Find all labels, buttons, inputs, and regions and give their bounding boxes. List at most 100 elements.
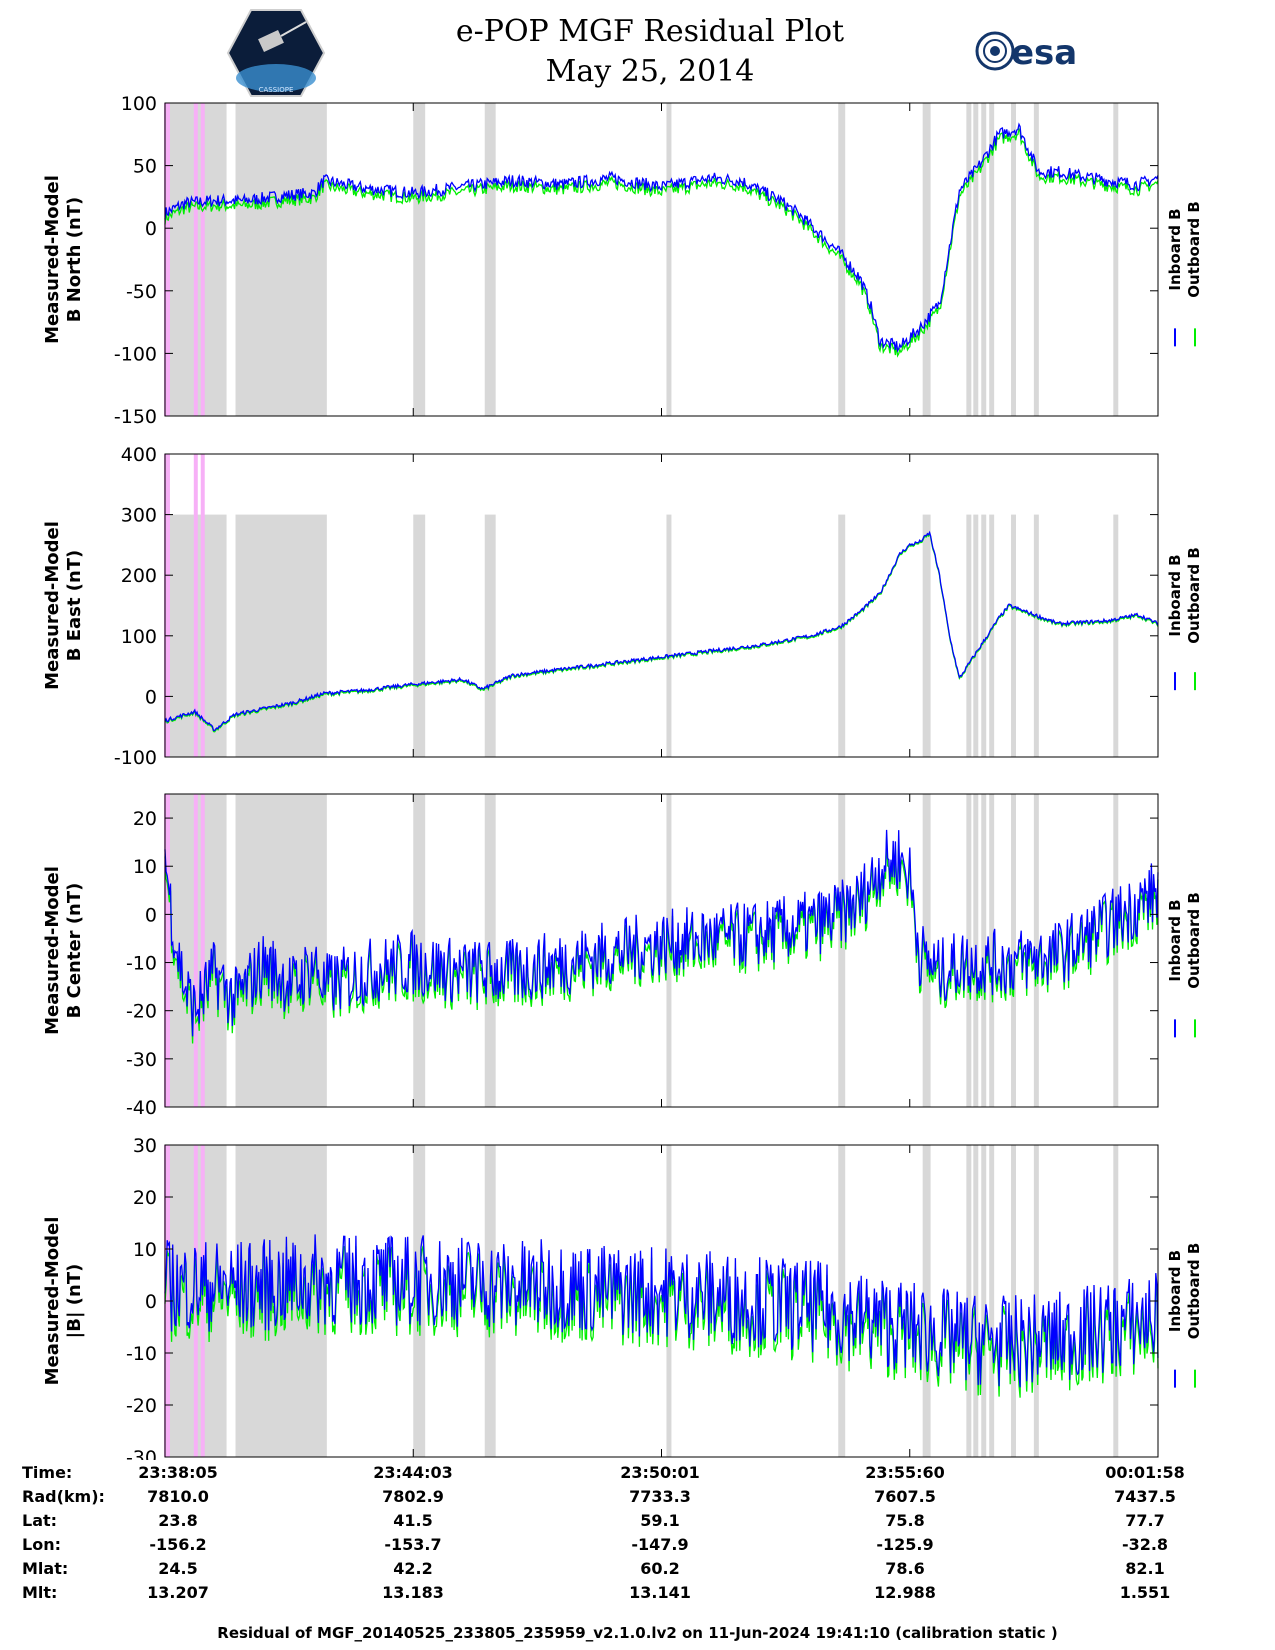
- y-axis-label-line: B Center (nT): [64, 883, 85, 1019]
- y-tick-label: 10: [133, 856, 157, 878]
- time-tick: 23:50:01: [620, 1463, 700, 1482]
- y-axis-label: Measured-ModelB Center (nT): [42, 866, 85, 1035]
- time-label: Time:: [22, 1463, 73, 1482]
- chart-panel-magnitude: 30 20 10 0 -10 -20 -30 Measured-Model|B| (nT) In…: [42, 1135, 1203, 1460]
- legend-outboard-label: Outboard B: [1185, 892, 1203, 989]
- y-axis-label-line: Measured-Model: [42, 866, 63, 1035]
- gap-shading-band: [989, 794, 995, 1107]
- gap-shading-band: [981, 1145, 987, 1457]
- legend-outboard-label: Outboard B: [1185, 547, 1203, 644]
- y-tick-label: 0: [145, 686, 157, 708]
- gap-shading-band: [1113, 794, 1119, 1107]
- flag-marker: [165, 103, 170, 416]
- lon-value: -125.9: [876, 1535, 934, 1554]
- lon-label: Lon:: [22, 1535, 61, 1554]
- y-tick-label: -100: [114, 747, 157, 769]
- gap-shading-band: [1113, 514, 1119, 757]
- flag-marker: [165, 794, 170, 1107]
- y-tick-label: -20: [126, 1395, 157, 1417]
- y-tick-label: -40: [126, 1097, 157, 1119]
- mlt-value: 13.141: [629, 1583, 691, 1602]
- y-tick-label: -50: [126, 281, 157, 303]
- cassiope-logo-text: CASSIOPE: [259, 86, 294, 94]
- chart-panel-east: 400 300 200 100 0 -100 Measured-ModelB East (n…: [42, 444, 1203, 769]
- gap-shading-band: [1011, 103, 1017, 416]
- outboard-b-line: [164, 127, 1159, 358]
- y-tick-label: 200: [121, 565, 157, 587]
- legend: Inboard BOutboard B: [1166, 201, 1203, 298]
- inboard-b-line: [164, 829, 1159, 1037]
- y-tick-label: 0: [145, 904, 157, 926]
- gap-shading-band: [989, 514, 995, 757]
- inboard-b-line: [164, 122, 1159, 353]
- gap-shading-band: [1011, 794, 1017, 1107]
- gap-shading-band: [989, 103, 995, 416]
- time-tick: 00:01:58: [1105, 1463, 1185, 1482]
- gap-shading-band: [484, 103, 496, 416]
- lat-value: 41.5: [393, 1511, 433, 1530]
- lat-value: 77.7: [1125, 1511, 1165, 1530]
- lat-value: 75.8: [885, 1511, 925, 1530]
- gap-shading-band: [973, 514, 979, 757]
- y-tick-label: 10: [133, 1239, 157, 1261]
- y-axis-label-line: B North (nT): [64, 197, 85, 323]
- legend-inboard-label: Inboard B: [1166, 899, 1184, 981]
- outboard-b-line: [164, 837, 1159, 1044]
- gap-shading-band: [966, 1145, 972, 1457]
- y-axis-label: Measured-ModelB East (nT): [42, 521, 85, 690]
- y-tick-label: -10: [126, 953, 157, 975]
- legend-inboard-label: Inboard B: [1166, 554, 1184, 636]
- y-axis-label-line: Measured-Model: [42, 521, 63, 690]
- flag-marker: [200, 454, 205, 757]
- gap-shading-band: [838, 103, 846, 416]
- legend: Inboard BOutboard B: [1166, 547, 1203, 644]
- flag-marker: [165, 454, 170, 757]
- y-tick-label: 0: [145, 1291, 157, 1313]
- legend: Inboard BOutboard B: [1166, 1243, 1203, 1340]
- gap-shading-band: [838, 1145, 846, 1457]
- gap-shading-band: [966, 103, 972, 416]
- gap-shading-band: [1033, 514, 1039, 757]
- mlat-value: 60.2: [640, 1559, 680, 1578]
- inboard-b-line: [164, 1234, 1159, 1388]
- esa-logo-text: esa: [1011, 33, 1077, 73]
- y-axis-label: Measured-Model|B| (nT): [42, 1217, 85, 1386]
- lat-label: Lat:: [22, 1511, 58, 1530]
- flag-marker: [200, 103, 205, 416]
- gap-shading-band: [966, 794, 972, 1107]
- rad-value: 7733.3: [629, 1487, 691, 1506]
- rad-value: 7802.9: [382, 1487, 444, 1506]
- mlat-label: Mlat:: [22, 1559, 69, 1578]
- flag-marker: [200, 794, 205, 1107]
- y-tick-label: -30: [126, 1049, 157, 1071]
- gap-shading-band: [989, 1145, 995, 1457]
- gap-shading-band: [838, 794, 846, 1107]
- mlt-value: 13.207: [147, 1583, 209, 1602]
- flag-marker: [193, 454, 198, 757]
- legend-inboard-label: Inboard B: [1166, 208, 1184, 290]
- gap-shading-band: [922, 1145, 931, 1457]
- gap-shading-band: [1033, 103, 1039, 416]
- mlat-value: 24.5: [158, 1559, 198, 1578]
- mlat-value: 42.2: [393, 1559, 433, 1578]
- y-tick-label: 300: [121, 505, 157, 527]
- mlt-value: 1.551: [1119, 1583, 1171, 1602]
- y-tick-label: -10: [126, 1343, 157, 1365]
- mlt-label: Mlt:: [22, 1583, 58, 1602]
- gap-shading-band: [973, 103, 979, 416]
- y-tick-label: 30: [133, 1135, 157, 1157]
- gap-shading-band: [413, 103, 426, 416]
- ephemeris-table: Time: 23:38:05 23:44:03 23:50:01 23:55:6…: [0, 1463, 1275, 1613]
- mlat-value: 82.1: [1125, 1559, 1165, 1578]
- y-tick-label: 100: [121, 93, 157, 115]
- plot-date: May 25, 2014: [545, 54, 755, 89]
- y-axis-label-line: |B| (nT): [64, 1264, 85, 1339]
- gap-shading-band: [966, 514, 972, 757]
- y-tick-label: 20: [133, 1187, 157, 1209]
- gap-shading-band: [666, 1145, 672, 1457]
- y-axis-label-line: Measured-Model: [42, 1217, 63, 1386]
- y-tick-label: 0: [145, 218, 157, 240]
- flag-marker: [193, 794, 198, 1107]
